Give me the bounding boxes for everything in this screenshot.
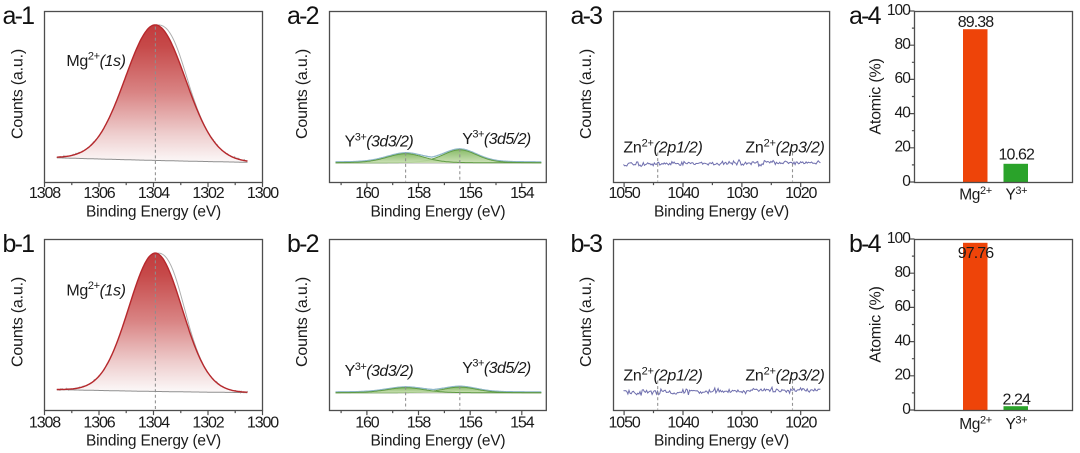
svg-text:1300: 1300 <box>247 185 279 202</box>
svg-text:Zn2+(2p3/2): Zn2+(2p3/2) <box>745 137 824 156</box>
svg-text:Zn2+(2p1/2): Zn2+(2p1/2) <box>623 365 702 384</box>
svg-text:b-2: b-2 <box>287 230 319 258</box>
svg-text:b-4: b-4 <box>849 230 882 258</box>
svg-text:0: 0 <box>902 401 911 418</box>
svg-text:1304: 1304 <box>138 185 170 202</box>
svg-text:a-3: a-3 <box>571 2 603 30</box>
svg-text:a-2: a-2 <box>287 2 319 30</box>
svg-text:97.76: 97.76 <box>958 245 995 262</box>
svg-text:1040: 1040 <box>667 185 699 202</box>
svg-text:1304: 1304 <box>138 414 170 431</box>
svg-text:Counts (a.u.): Counts (a.u.) <box>578 49 595 139</box>
svg-text:Atomic (%): Atomic (%) <box>868 58 885 134</box>
svg-text:Counts (a.u.): Counts (a.u.) <box>294 277 311 367</box>
svg-text:1302: 1302 <box>192 185 224 202</box>
svg-text:Mg2+(1s): Mg2+(1s) <box>66 280 125 299</box>
svg-text:1306: 1306 <box>83 414 115 431</box>
svg-text:Mg2+(1s): Mg2+(1s) <box>66 51 125 70</box>
svg-text:1030: 1030 <box>726 185 758 202</box>
svg-text:1020: 1020 <box>785 185 817 202</box>
svg-text:Counts (a.u.): Counts (a.u.) <box>578 277 595 367</box>
svg-text:Binding Energy (eV): Binding Energy (eV) <box>86 204 221 221</box>
svg-text:1308: 1308 <box>29 185 61 202</box>
svg-text:1306: 1306 <box>83 185 115 202</box>
svg-text:1020: 1020 <box>785 414 817 431</box>
svg-text:80: 80 <box>895 36 912 53</box>
svg-text:Binding Energy (eV): Binding Energy (eV) <box>370 433 505 450</box>
svg-text:Binding Energy (eV): Binding Energy (eV) <box>86 433 221 450</box>
svg-text:2.24: 2.24 <box>1003 392 1032 409</box>
svg-text:20: 20 <box>895 139 912 156</box>
svg-text:b-1: b-1 <box>3 230 35 258</box>
svg-text:1040: 1040 <box>667 414 699 431</box>
svg-text:100: 100 <box>887 230 911 247</box>
svg-text:40: 40 <box>895 104 912 121</box>
svg-text:1302: 1302 <box>192 414 224 431</box>
svg-text:Zn2+(2p1/2): Zn2+(2p1/2) <box>623 137 702 156</box>
svg-text:Y3+(3d3/2): Y3+(3d3/2) <box>345 131 414 150</box>
svg-text:89.38: 89.38 <box>958 14 995 31</box>
svg-text:156: 156 <box>458 185 483 202</box>
svg-text:160: 160 <box>355 414 380 431</box>
svg-text:Binding Energy (eV): Binding Energy (eV) <box>654 204 789 221</box>
svg-text:158: 158 <box>407 414 432 431</box>
svg-text:1030: 1030 <box>726 414 758 431</box>
svg-text:158: 158 <box>407 185 432 202</box>
svg-text:Counts (a.u.): Counts (a.u.) <box>10 277 27 367</box>
svg-text:60: 60 <box>895 70 912 87</box>
svg-text:1308: 1308 <box>29 414 61 431</box>
svg-text:160: 160 <box>355 185 380 202</box>
svg-text:1300: 1300 <box>247 414 279 431</box>
svg-text:a-1: a-1 <box>3 2 35 30</box>
svg-text:10.62: 10.62 <box>999 147 1036 164</box>
svg-text:20: 20 <box>895 367 912 384</box>
svg-text:b-3: b-3 <box>571 230 603 258</box>
svg-text:100: 100 <box>887 2 911 19</box>
svg-text:156: 156 <box>458 414 483 431</box>
svg-text:Zn2+(2p3/2): Zn2+(2p3/2) <box>745 365 824 384</box>
svg-text:Counts (a.u.): Counts (a.u.) <box>294 49 311 139</box>
svg-text:0: 0 <box>902 173 911 190</box>
svg-text:80: 80 <box>895 264 912 281</box>
svg-text:Atomic (%): Atomic (%) <box>868 286 885 362</box>
svg-text:Binding Energy (eV): Binding Energy (eV) <box>654 433 789 450</box>
svg-text:a-4: a-4 <box>849 2 882 30</box>
svg-text:154: 154 <box>510 414 535 431</box>
svg-text:1050: 1050 <box>608 414 640 431</box>
svg-text:40: 40 <box>895 332 912 349</box>
svg-text:60: 60 <box>895 298 912 315</box>
svg-text:1050: 1050 <box>608 185 640 202</box>
svg-text:154: 154 <box>510 185 535 202</box>
svg-text:Binding Energy (eV): Binding Energy (eV) <box>370 204 505 221</box>
svg-text:Counts (a.u.): Counts (a.u.) <box>10 49 27 139</box>
